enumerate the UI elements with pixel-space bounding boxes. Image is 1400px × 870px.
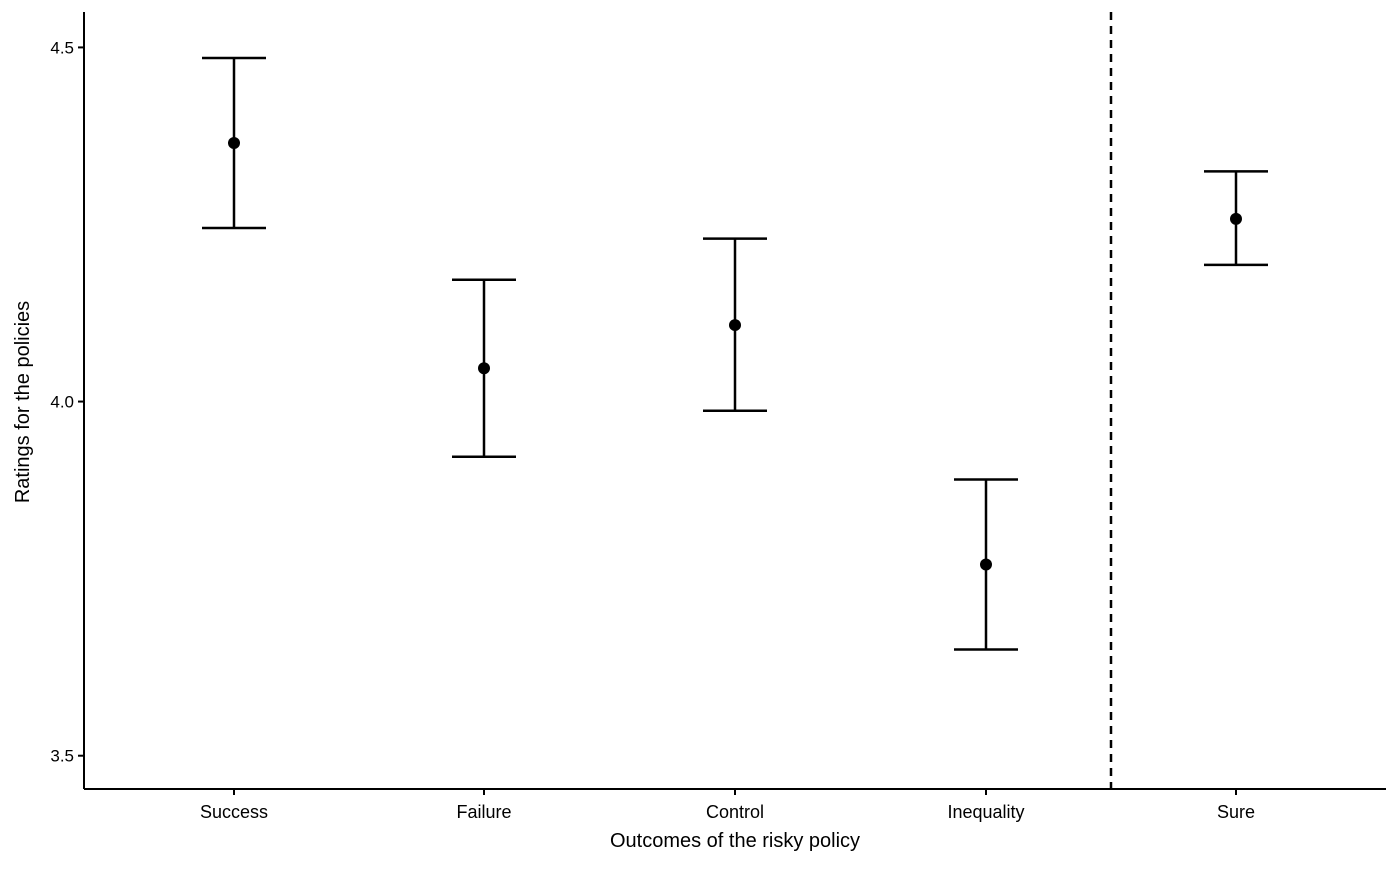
- mean-point-sure: [1230, 212, 1242, 225]
- x-tick-label: Control: [706, 802, 764, 822]
- y-axis-title: Ratings for the policies: [12, 301, 34, 503]
- y-tick-label: 4.5: [50, 38, 74, 57]
- x-tick-label: Sure: [1217, 802, 1255, 822]
- chart-marks: [202, 12, 1268, 789]
- x-tick-label: Failure: [456, 802, 511, 822]
- x-axis-title: Outcomes of the risky policy: [610, 830, 860, 852]
- y-axis-ticks: 3.5 4.0 4.5: [50, 38, 84, 766]
- y-tick-label: 3.5: [50, 747, 74, 766]
- mean-point-success: [228, 137, 240, 150]
- mean-point-failure: [478, 362, 490, 375]
- x-axis-ticks: Success Failure Control Inequality Sure: [200, 789, 1255, 822]
- y-tick-label: 4.0: [50, 393, 74, 412]
- x-tick-label: Success: [200, 802, 268, 822]
- mean-point-control: [729, 319, 741, 332]
- mean-point-inequality: [980, 558, 992, 571]
- x-tick-label: Inequality: [947, 802, 1024, 822]
